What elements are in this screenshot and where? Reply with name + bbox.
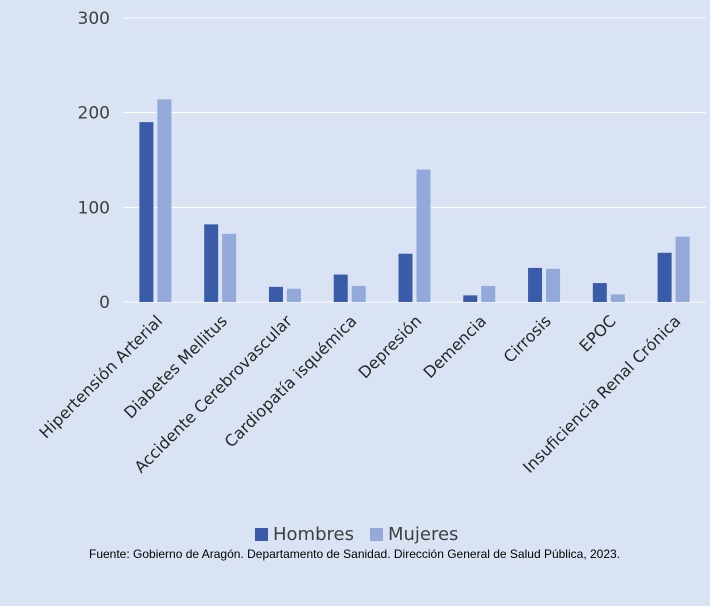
legend-swatch-mujeres [369,528,383,541]
legend-swatch-hombres [255,528,268,541]
bar-hombres [268,286,283,302]
bar-hombres [463,295,478,302]
bar-hombres [204,224,219,302]
y-tick-label: 0 [99,293,110,313]
x-category-label: Demencia [420,311,491,382]
x-category-label: Hipertensión Arterial [35,311,166,442]
x-category-label: EPOC [575,311,619,355]
legend-item-hombres: Hombres [255,524,354,545]
bar-hombres [592,283,607,302]
gridlines [123,17,706,303]
bar-hombres [657,252,672,302]
source-note: Fuente: Gobierno de Aragón. Departamento… [89,547,621,561]
bar-hombres [398,253,413,302]
legend: Hombres Mujeres [255,524,468,545]
y-tick-label: 300 [78,9,110,29]
bar-mujeres [675,236,690,302]
y-tick-label: 100 [78,198,110,218]
bar-hombres [333,274,348,302]
x-category-label: Cirrosis [500,311,555,366]
bar-mujeres [546,268,561,302]
bar-mujeres [481,285,496,302]
bar-hombres [139,122,154,302]
bar-mujeres [351,285,366,302]
bar-hombres [528,267,543,302]
bar-mujeres [222,233,237,302]
y-tick-label: 200 [78,104,110,124]
x-category-label: Depresión [355,311,426,382]
bar-mujeres [286,288,301,302]
legend-label-hombres: Hombres [273,524,354,545]
y-axis-tick-labels: 0 100 200 300 [78,9,110,313]
bar-mujeres [416,169,431,302]
x-category-label: Cardiopatía isquémica [221,311,361,451]
legend-label-mujeres: Mujeres [387,524,459,545]
legend-item-mujeres: Mujeres [369,524,459,545]
bar-mujeres [157,99,172,302]
bars [139,99,690,302]
bar-mujeres [610,294,625,302]
